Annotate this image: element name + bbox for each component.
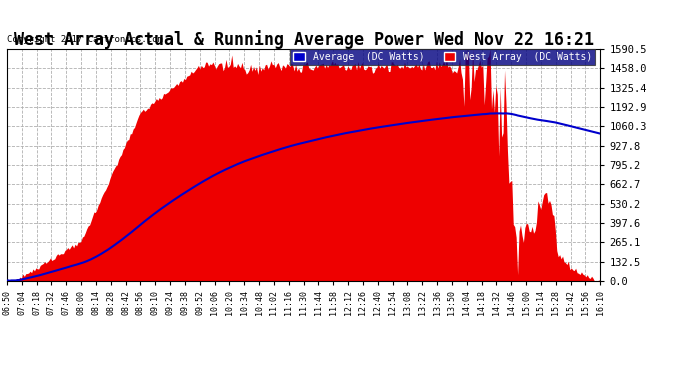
Title: West Array Actual & Running Average Power Wed Nov 22 16:21: West Array Actual & Running Average Powe…	[14, 30, 593, 49]
Legend: Average  (DC Watts), West Array  (DC Watts): Average (DC Watts), West Array (DC Watts…	[290, 49, 595, 65]
Text: Copyright 2017 Cartronics.com: Copyright 2017 Cartronics.com	[7, 35, 163, 44]
